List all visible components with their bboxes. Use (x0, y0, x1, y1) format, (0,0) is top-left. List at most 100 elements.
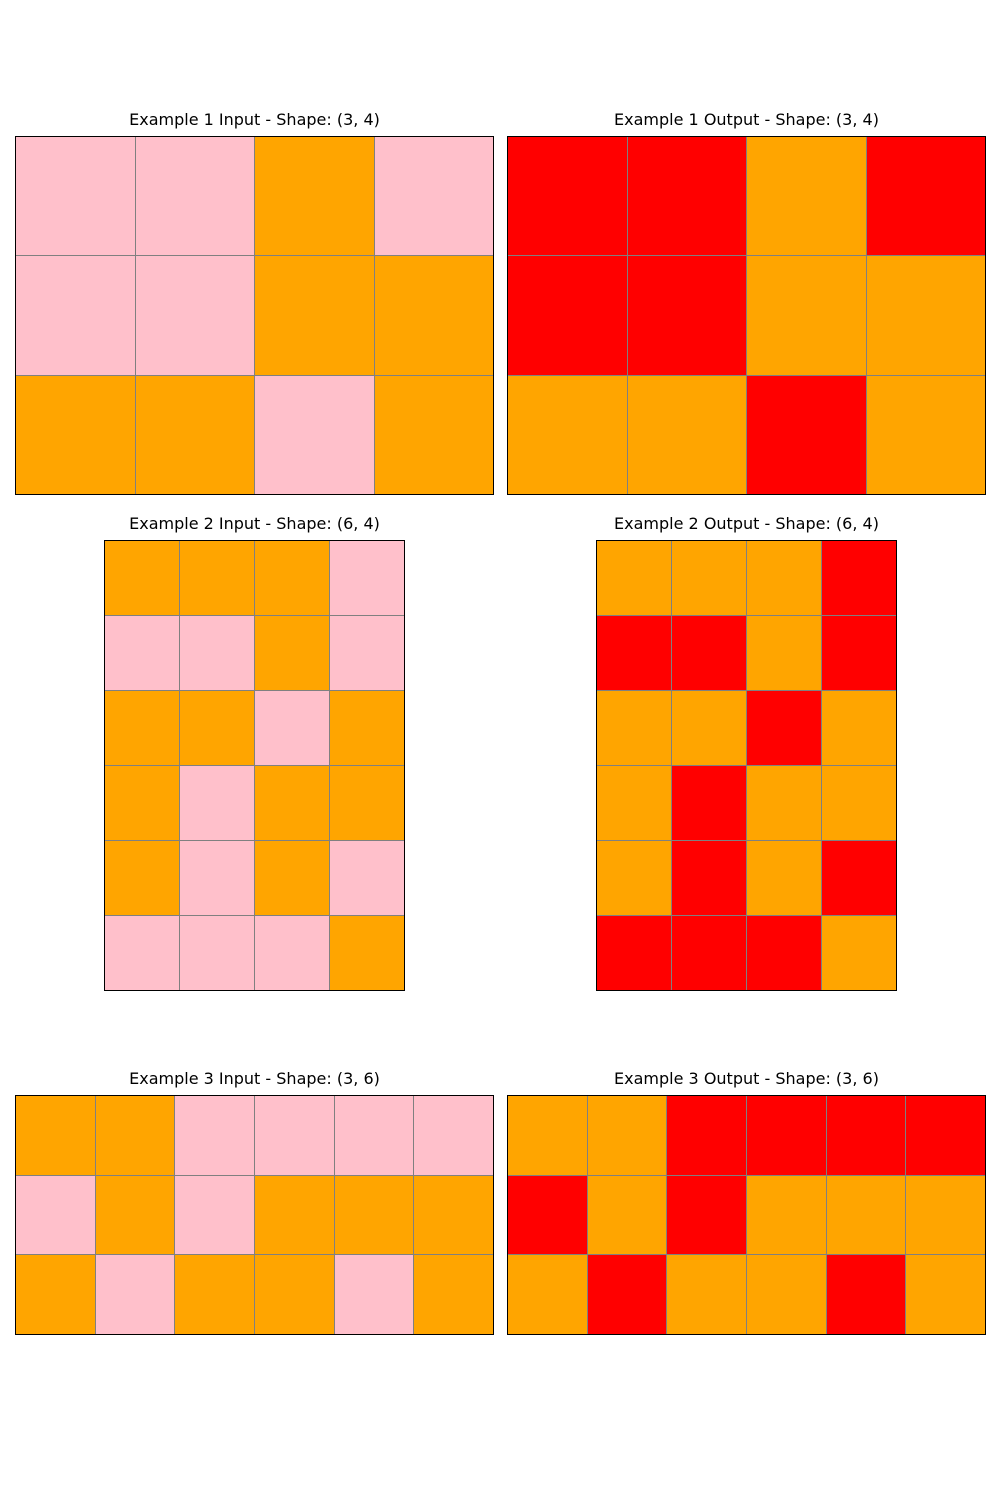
grid-cell-orange (16, 375, 135, 494)
grid-cell-orange (330, 691, 404, 765)
grid-cell-pink (135, 256, 254, 375)
example-3-input-title: Example 3 Input - Shape: (3, 6) (129, 1069, 380, 1088)
grid-cell-orange (906, 1175, 985, 1255)
grid-cell-orange (95, 1096, 175, 1175)
example-2-output-title: Example 2 Output - Shape: (6, 4) (614, 514, 879, 533)
grid-cell-orange (16, 1255, 95, 1334)
grid-cell-orange (597, 766, 671, 840)
example-1-input-grid (15, 136, 494, 495)
grid-cell-red (587, 1255, 667, 1334)
grid-cell-orange (822, 691, 896, 765)
example-3-output-title: Example 3 Output - Shape: (3, 6) (614, 1069, 879, 1088)
grid-cell-orange (597, 691, 671, 765)
grid-cell-orange (414, 1175, 493, 1255)
grid-cell-orange (135, 375, 254, 494)
grid-cell-pink (16, 137, 135, 256)
grid-cell-pink (180, 916, 254, 990)
grid-cell-orange (672, 691, 746, 765)
grid-cell-orange (254, 1175, 334, 1255)
grid-cell-red (508, 137, 627, 256)
grid-cell-orange (414, 1255, 493, 1334)
grid-cell-red (826, 1096, 906, 1175)
grid-cell-red (747, 916, 821, 990)
grid-cell-orange (16, 1096, 95, 1175)
grid-cell-orange (747, 841, 821, 915)
grid-cell-pink (374, 137, 493, 256)
grid-cell-pink (16, 256, 135, 375)
grid-cell-orange (374, 256, 493, 375)
grid-cell-pink (105, 916, 179, 990)
grid-cell-orange (746, 1255, 826, 1334)
grid-cell-pink (254, 1096, 334, 1175)
grid-cell-orange (105, 691, 179, 765)
grid-cell-orange (822, 766, 896, 840)
grid-cell-orange (746, 1175, 826, 1255)
grid-cell-pink (180, 766, 254, 840)
example-1-output-title: Example 1 Output - Shape: (3, 4) (614, 110, 879, 129)
grid-cell-orange (255, 541, 329, 615)
grid-cell-orange (627, 375, 746, 494)
grid-cell-orange (587, 1096, 667, 1175)
grid-cell-red (597, 616, 671, 690)
grid-cell-pink (414, 1096, 493, 1175)
grid-cell-orange (105, 541, 179, 615)
grid-cell-red (822, 541, 896, 615)
grid-cell-red (597, 916, 671, 990)
grid-cell-orange (747, 541, 821, 615)
grid-cell-orange (180, 541, 254, 615)
grid-cell-red (672, 841, 746, 915)
example-2-output-grid (596, 540, 897, 991)
grid-cell-orange (866, 256, 985, 375)
grid-cell-red (627, 256, 746, 375)
grid-cell-orange (105, 766, 179, 840)
grid-cell-red (826, 1255, 906, 1334)
example-2-input-title: Example 2 Input - Shape: (6, 4) (129, 514, 380, 533)
grid-cell-orange (672, 541, 746, 615)
grid-cell-pink (330, 616, 404, 690)
grid-cell-orange (175, 1255, 254, 1334)
grid-cell-pink (180, 616, 254, 690)
grid-cell-orange (667, 1255, 746, 1334)
grid-cell-orange (826, 1175, 906, 1255)
grid-cell-pink (255, 691, 329, 765)
grid-cell-orange (180, 691, 254, 765)
grid-cell-orange (330, 766, 404, 840)
grid-cell-orange (254, 1255, 334, 1334)
grid-cell-pink (175, 1175, 254, 1255)
grid-cell-orange (508, 1096, 587, 1175)
grid-cell-orange (866, 375, 985, 494)
grid-cell-orange (255, 841, 329, 915)
grid-cell-pink (255, 916, 329, 990)
grid-cell-pink (180, 841, 254, 915)
example-3-output-grid (507, 1095, 986, 1335)
grid-cell-pink (334, 1096, 414, 1175)
grid-cell-orange (255, 137, 374, 256)
grid-cell-orange (747, 766, 821, 840)
grid-cell-red (667, 1175, 746, 1255)
grid-cell-pink (330, 841, 404, 915)
grid-cell-orange (255, 256, 374, 375)
grid-cell-orange (374, 375, 493, 494)
grid-cell-red (822, 616, 896, 690)
grid-cell-pink (95, 1255, 175, 1334)
grid-cell-red (747, 375, 866, 494)
example-2-input-grid (104, 540, 405, 991)
grid-cell-pink (175, 1096, 254, 1175)
grid-cell-orange (508, 1255, 587, 1334)
grid-cell-pink (330, 541, 404, 615)
grid-cell-orange (747, 256, 866, 375)
grid-cell-red (906, 1096, 985, 1175)
grid-cell-red (747, 691, 821, 765)
grid-cell-red (822, 841, 896, 915)
grid-cell-orange (747, 137, 866, 256)
grid-cell-orange (508, 375, 627, 494)
grid-cell-orange (105, 841, 179, 915)
grid-cell-orange (747, 616, 821, 690)
example-1-input-title: Example 1 Input - Shape: (3, 4) (129, 110, 380, 129)
grid-cell-orange (255, 766, 329, 840)
grid-cell-red (672, 616, 746, 690)
grid-cell-orange (330, 916, 404, 990)
grid-cell-red (866, 137, 985, 256)
grid-cell-red (508, 1175, 587, 1255)
grid-cell-pink (105, 616, 179, 690)
